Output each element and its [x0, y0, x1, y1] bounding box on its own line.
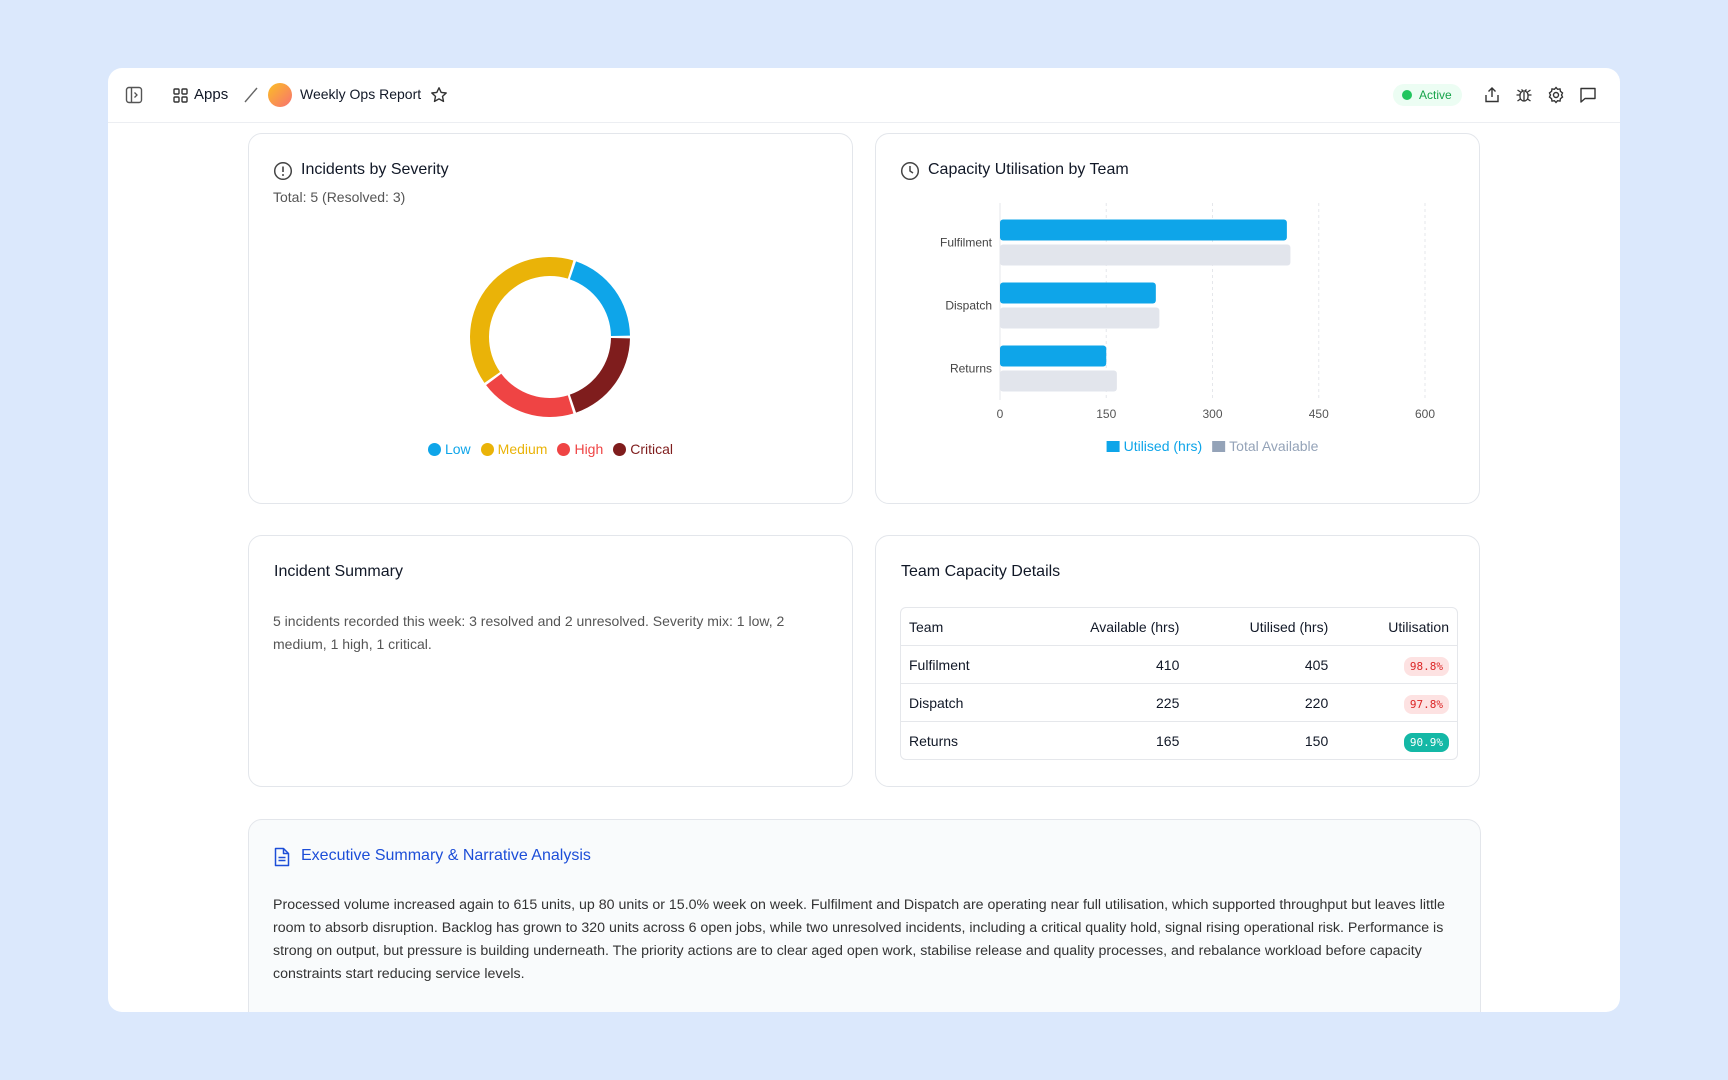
comment-button[interactable]: [1579, 86, 1597, 104]
legend-swatch: [427, 442, 441, 456]
table-row: Dispatch 225 220 97.8%: [901, 683, 1457, 721]
share-button[interactable]: [1483, 86, 1501, 104]
team-capacity-card: Team Capacity Details Team Available (hrs…: [875, 535, 1480, 787]
bar: [1000, 219, 1287, 241]
table-row: Fulfilment 410 405 98.8%: [901, 645, 1457, 683]
column-header: Available (hrs): [1090, 618, 1180, 635]
status-dot: [1402, 90, 1412, 100]
table-cell: Dispatch: [901, 683, 1022, 721]
table-cell: 90.9%: [1336, 721, 1457, 759]
star-button[interactable]: [430, 86, 448, 104]
executive-summary-card: Executive Summary & Narrative Analysis P…: [248, 819, 1481, 1012]
card-title: Executive Summary & Narrative Analysis: [301, 847, 591, 864]
legend-label: Critical: [630, 441, 674, 457]
separator: [244, 87, 258, 103]
summary-text: Processed volume increased again to 615 …: [273, 897, 1445, 982]
legend-label: Utilised (hrs): [1124, 438, 1203, 454]
legend-label: Medium: [497, 441, 548, 457]
header-row: Team Available (hrs) Utilised (hrs) Utilisa…: [901, 608, 1457, 645]
card-title: Team Capacity Details: [901, 563, 1061, 580]
summary-text: 5 incidents recorded this week: 3 resolv…: [273, 613, 785, 652]
bar: [1000, 345, 1107, 367]
y-tick-label: Fulfilment: [940, 236, 993, 250]
x-tick-label: 150: [1096, 407, 1116, 421]
card-title: Capacity Utilisation by Team: [928, 161, 1129, 178]
column-header: Team: [909, 618, 944, 635]
card-title: Incidents by Severity: [301, 161, 449, 178]
capacity-card: Capacity Utilisation by Team 0 150 300 450 6…: [875, 133, 1480, 504]
window: Apps Weekly Ops Report Active Incidents …: [108, 68, 1620, 1012]
alert-icon: [273, 161, 293, 181]
x-tick-label: 0: [997, 407, 1004, 421]
y-tick-label: Dispatch: [945, 299, 992, 313]
table-wrap: Team Available (hrs) Utilised (hrs) Utilisa…: [900, 607, 1458, 760]
status-text: Active: [1419, 88, 1452, 102]
table-cell: 165: [1021, 721, 1188, 759]
donut-slice: [569, 338, 630, 413]
legend: Low Medium High Critical: [249, 441, 852, 457]
legend-item: High: [557, 441, 603, 457]
incident-summary-card: Incident Summary 5 incidents recorded th…: [248, 535, 853, 787]
table-cell: 405: [1187, 645, 1337, 683]
legend-label: Total Available: [1229, 438, 1318, 454]
table-cell: Returns: [901, 721, 1022, 759]
legend-swatch: [480, 442, 494, 456]
table-cell: 97.8%: [1336, 683, 1457, 721]
table-cell: 150: [1187, 721, 1337, 759]
bar: [1000, 244, 1291, 266]
table-cell: Fulfilment: [901, 645, 1022, 683]
avatar: [268, 83, 292, 107]
legend-label: Low: [444, 441, 471, 457]
donut-slice: [470, 257, 574, 383]
utilisation-badge: 90.9%: [1403, 732, 1449, 752]
x-tick-label: 600: [1415, 407, 1435, 421]
utilisation-badge: 97.8%: [1403, 694, 1449, 714]
legend-swatch: [613, 442, 627, 456]
column-header: Utilised (hrs): [1249, 618, 1329, 635]
settings-button[interactable]: [1547, 86, 1565, 104]
legend-item: Critical: [613, 441, 673, 457]
incidents-card: Incidents by Severity Total: 5 (Resolved…: [248, 133, 853, 504]
clock-icon: [900, 161, 920, 181]
donut-slice: [569, 261, 630, 336]
card-subtitle: Total: 5 (Resolved: 3): [273, 189, 406, 205]
table-cell: 225: [1021, 683, 1188, 721]
legend: Utilised (hrs) Total Available: [1106, 438, 1319, 454]
status-pill: Active: [1393, 84, 1462, 106]
legend-item: Low: [427, 441, 471, 457]
table-row: Returns 165 150 90.9%: [901, 721, 1457, 759]
x-tick-label: 300: [1202, 407, 1222, 421]
card-title: Incident Summary: [274, 563, 403, 580]
bar: [1000, 282, 1156, 304]
legend-swatch: [1106, 441, 1120, 452]
column-header: Utilisation: [1388, 618, 1449, 635]
capacity-table: Team Available (hrs) Utilised (hrs) Utilisa…: [901, 608, 1457, 759]
bar: [1000, 307, 1160, 329]
debug-button[interactable]: [1515, 86, 1533, 104]
legend-swatch: [1212, 441, 1226, 452]
utilisation-badge: 98.8%: [1403, 656, 1449, 676]
bar-chart: 0 150 300 450 600 Fulfilment Dispatch Returns Ut…: [940, 203, 1435, 454]
legend-item: Medium: [480, 441, 548, 457]
bar: [1000, 370, 1117, 392]
donut-slice: [486, 373, 574, 417]
sidebar-toggle[interactable]: [125, 86, 143, 104]
donut-chart: [470, 257, 630, 417]
table-cell: 98.8%: [1336, 645, 1457, 683]
table-cell: 220: [1187, 683, 1337, 721]
legend-label: High: [574, 441, 604, 457]
document-icon: [274, 847, 290, 867]
legend-swatch: [557, 442, 571, 456]
report-title: Weekly Ops Report: [300, 86, 422, 102]
header: Apps Weekly Ops Report Active: [108, 68, 1620, 123]
apps-link[interactable]: Apps: [194, 86, 229, 103]
table-cell: 410: [1021, 645, 1188, 683]
apps-icon[interactable]: [173, 88, 188, 103]
x-tick-label: 450: [1309, 407, 1329, 421]
y-tick-label: Returns: [950, 362, 992, 376]
